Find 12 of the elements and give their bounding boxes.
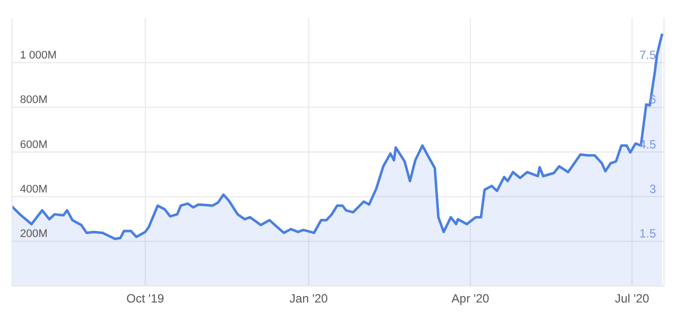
- y-tick-label: 400M: [20, 184, 48, 196]
- y-tick-label: 200M: [20, 228, 48, 240]
- x-tick-label: Oct '19: [126, 292, 164, 306]
- y-tick-label: 600M: [20, 138, 48, 151]
- y2-tick-label: 1.5: [639, 226, 656, 241]
- x-tick-label: Jan '20: [290, 292, 328, 306]
- y-tick-label: 800M: [20, 94, 48, 106]
- x-tick-label: Jul '20: [614, 292, 650, 306]
- y2-tick-label: 7.5: [639, 48, 656, 62]
- y-tick-label: 1 000M: [20, 50, 57, 62]
- x-tick-label: Apr '20: [452, 292, 490, 306]
- y2-tick-label: 3: [649, 182, 656, 196]
